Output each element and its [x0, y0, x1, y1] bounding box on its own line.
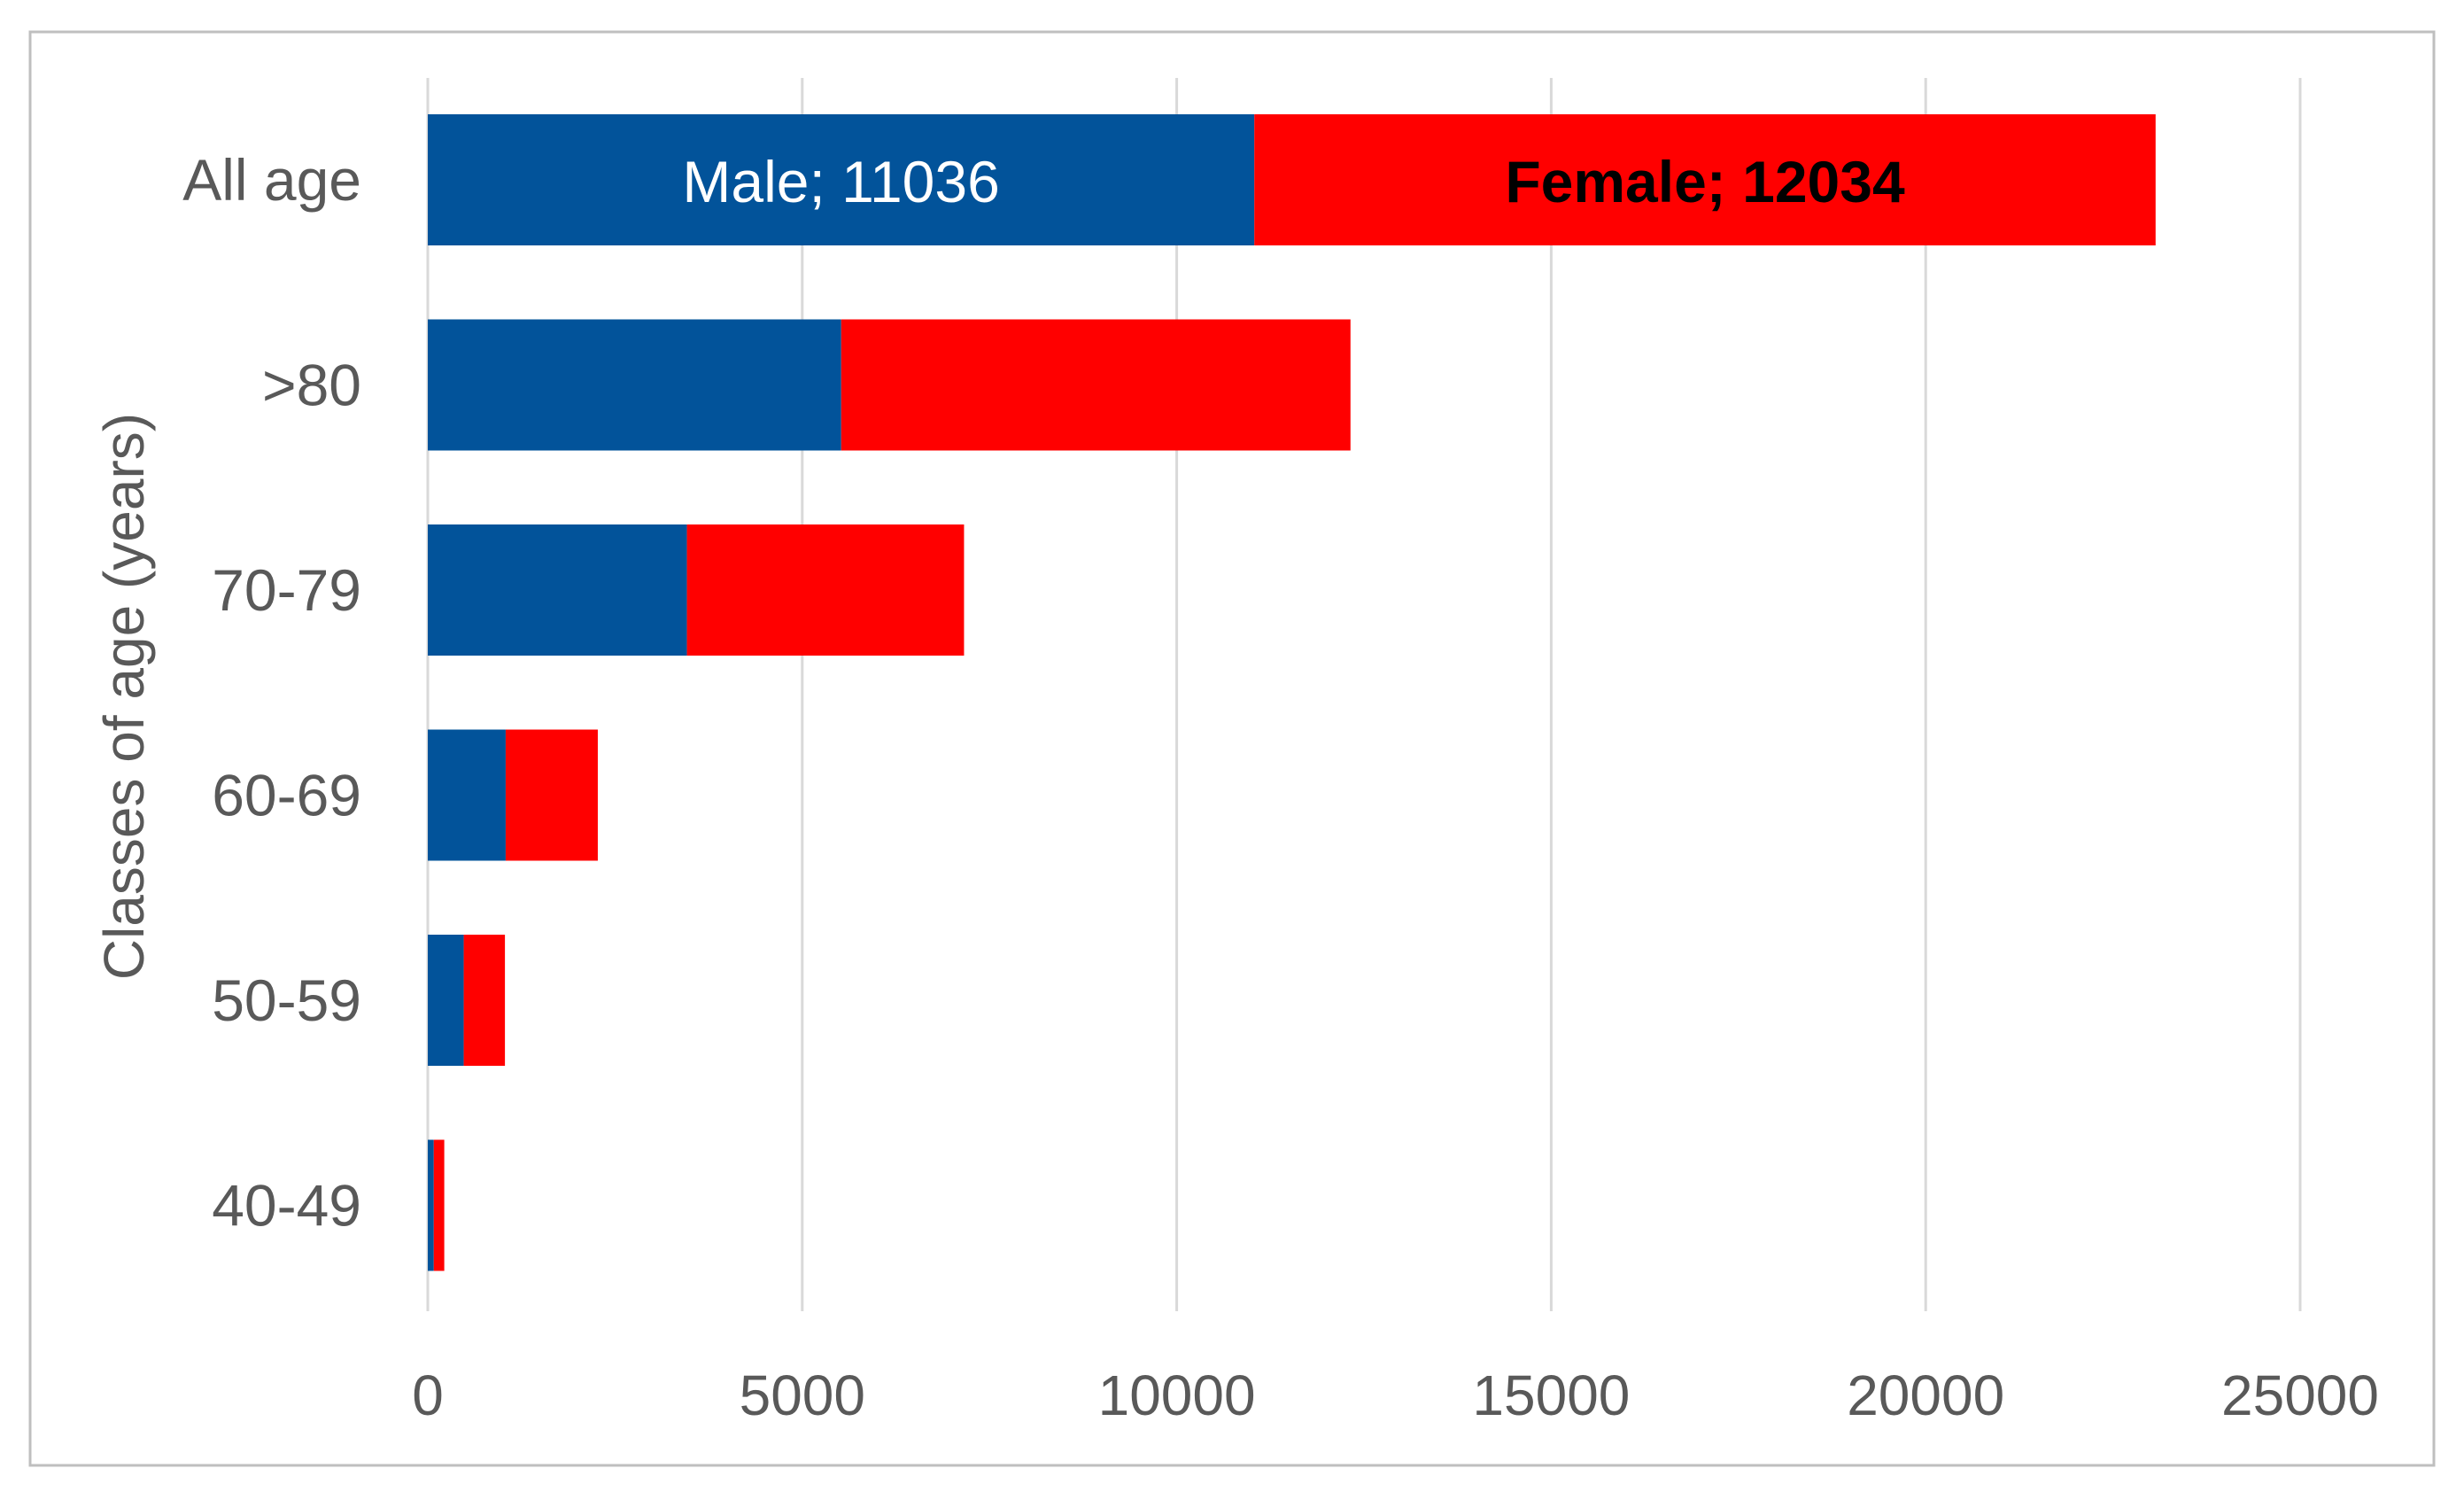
bar-female-4 — [463, 935, 506, 1066]
bar-male-5 — [428, 1139, 434, 1271]
bar-male-1 — [428, 319, 841, 451]
bar-female-5 — [433, 1139, 445, 1271]
x-tick-label-3: 15000 — [1472, 1363, 1630, 1427]
x-axis-tick-labels: 0 5000 10000 15000 20000 25000 — [412, 1363, 2379, 1427]
bars — [428, 114, 2156, 1271]
x-tick-label-1: 5000 — [740, 1363, 865, 1427]
bar-male-3 — [428, 729, 506, 861]
x-tick-label-5: 25000 — [2221, 1363, 2379, 1427]
x-tick-label-0: 0 — [412, 1363, 444, 1427]
y-axis-title: Classes of age (years) — [92, 413, 156, 980]
data-label-male: Male; 11036 — [682, 149, 999, 214]
bar-female-2 — [686, 524, 965, 656]
x-tick-label-4: 20000 — [1847, 1363, 2004, 1427]
bar-male-2 — [428, 524, 687, 656]
category-label-0: All age — [182, 147, 361, 213]
category-label-4: 50-59 — [212, 967, 361, 1033]
chart-frame — [28, 30, 2436, 1467]
bar-female-3 — [505, 729, 598, 861]
bar-female-1 — [841, 319, 1351, 451]
category-label-1: >80 — [262, 353, 361, 418]
y-axis-category-labels: All age >80 70-79 60-69 50-59 40-49 — [182, 147, 361, 1239]
category-label-3: 60-69 — [212, 763, 361, 828]
x-tick-label-2: 10000 — [1098, 1363, 1256, 1427]
bar-male-4 — [428, 935, 464, 1066]
category-label-5: 40-49 — [212, 1173, 361, 1239]
bar-female-0 — [1254, 114, 2156, 245]
data-labels: Male; 11036 Female; 12034 — [682, 149, 1905, 214]
gridlines — [426, 78, 2302, 1311]
bar-male-0 — [428, 114, 1255, 245]
data-label-female: Female; 12034 — [1505, 149, 1905, 214]
category-label-2: 70-79 — [212, 557, 361, 623]
